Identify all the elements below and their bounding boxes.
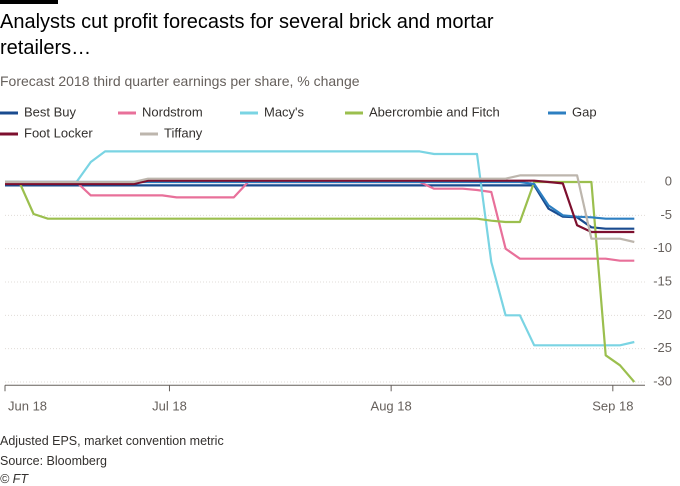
y-tick-label: -20 bbox=[653, 307, 672, 322]
y-tick-label: -15 bbox=[653, 273, 672, 288]
series-line bbox=[5, 184, 635, 230]
brand-bar bbox=[0, 0, 58, 4]
note: Adjusted EPS, market convention metric bbox=[0, 434, 224, 448]
x-tick-label: Jul 18 bbox=[152, 399, 187, 414]
y-tick-label: -30 bbox=[653, 373, 672, 388]
legend-label: Abercrombie and Fitch bbox=[369, 104, 500, 119]
series-line bbox=[5, 180, 635, 220]
x-tick-label: Jun 18 bbox=[8, 399, 47, 414]
legend-label: Foot Locker bbox=[24, 125, 93, 140]
series-line bbox=[5, 180, 636, 383]
series-line bbox=[5, 179, 635, 234]
y-tick-label: 0 bbox=[665, 173, 672, 188]
y-tick-label: -10 bbox=[653, 240, 672, 255]
copyright: © FT bbox=[0, 472, 28, 486]
legend-label: Gap bbox=[572, 104, 597, 119]
x-tick-label: Sep 18 bbox=[592, 399, 633, 414]
source: Source: Bloomberg bbox=[0, 454, 108, 468]
legend-label: Best Buy bbox=[24, 104, 77, 119]
series-line bbox=[5, 174, 635, 244]
legend-label: Tiffany bbox=[164, 125, 203, 140]
y-tick-label: -5 bbox=[660, 207, 672, 222]
legend-label: Macy's bbox=[264, 104, 305, 119]
x-tick-label: Aug 18 bbox=[371, 399, 412, 414]
y-tick-label: -25 bbox=[653, 340, 672, 355]
series-line bbox=[5, 150, 635, 347]
legend-label: Nordstrom bbox=[142, 104, 203, 119]
chart-title: Analysts cut profit forecasts for severa… bbox=[0, 11, 494, 59]
chart-subtitle: Forecast 2018 third quarter earnings per… bbox=[0, 73, 360, 89]
